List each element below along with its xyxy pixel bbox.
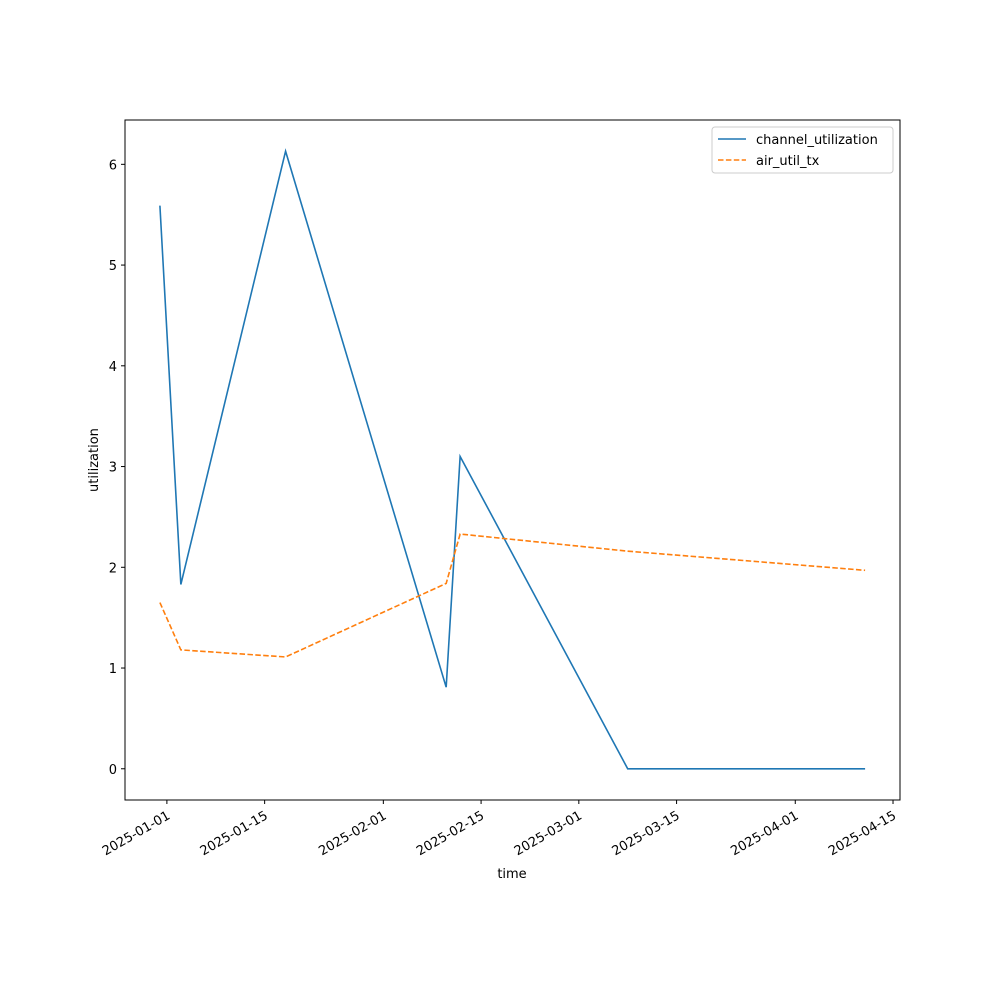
y-tick-label: 1 — [109, 662, 117, 677]
series-line — [159, 533, 866, 658]
y-tick-label: 5 — [109, 259, 117, 274]
legend: channel_utilization air_util_tx — [711, 126, 894, 174]
y-tick-label: 4 — [109, 360, 117, 375]
legend-box — [711, 126, 894, 174]
legend-label: air_util_tx — [756, 154, 820, 169]
x-axis-label: time — [497, 867, 526, 882]
y-tick-label: 0 — [109, 763, 117, 778]
legend-label: channel_utilization — [756, 133, 878, 148]
y-tick-label: 6 — [109, 158, 117, 173]
y-tick-label: 2 — [109, 561, 117, 576]
y-axis-label: utilization — [87, 428, 102, 492]
series-line — [159, 148, 866, 770]
axes-frame — [124, 119, 901, 801]
y-tick-label: 3 — [109, 461, 117, 476]
